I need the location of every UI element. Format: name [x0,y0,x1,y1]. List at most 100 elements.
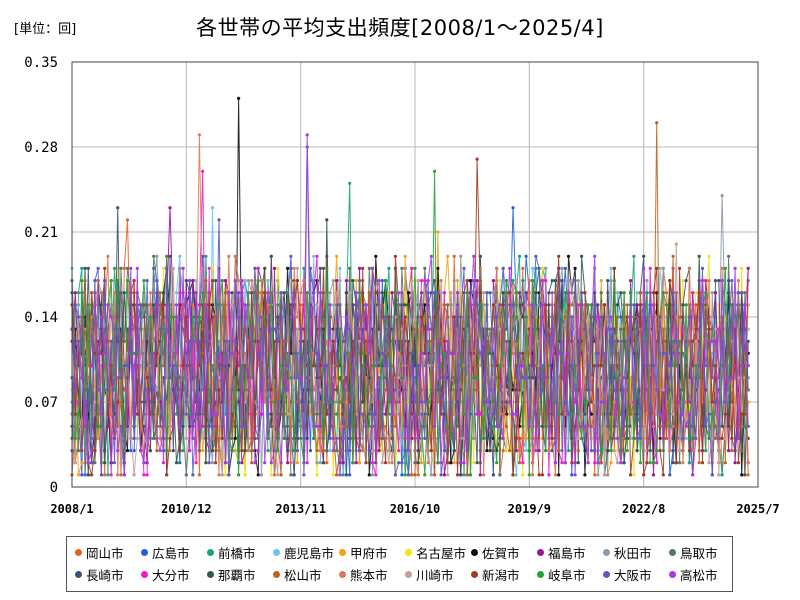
data-point [387,388,391,392]
legend-item: 福島市 [537,543,586,562]
data-point [119,424,123,428]
data-point [635,303,639,307]
data-point [86,388,90,392]
data-point [354,436,358,440]
data-point [370,412,375,416]
data-point [289,412,293,416]
data-point [727,376,731,380]
data-point [429,254,433,258]
data-point [668,449,672,453]
data-point [566,436,571,440]
legend-label: 熊本市 [350,568,388,583]
data-point [181,266,185,270]
data-point [612,266,616,270]
data-point [681,303,685,307]
data-point [370,266,375,270]
data-point [511,291,515,295]
data-point [661,473,665,477]
data-point [491,412,495,416]
data-point [674,461,678,465]
data-point [341,436,345,440]
data-point [204,461,208,465]
data-point [612,339,616,343]
data-point [442,449,446,453]
data-point [550,436,554,440]
data-point [103,279,107,283]
data-point [707,339,711,343]
data-point [540,388,545,392]
data-point [498,364,502,368]
data-point [557,412,561,416]
data-point [380,364,384,368]
legend-label: 大阪市 [614,568,652,583]
data-point [661,449,665,453]
data-point [181,376,185,380]
data-point [743,303,747,307]
data-point [384,315,388,319]
data-point [286,303,290,307]
data-point [374,473,378,477]
x-tick-label: 2016/10 [390,502,441,516]
data-point [462,473,466,477]
data-point [524,303,528,307]
data-point [638,424,643,428]
data-point [106,388,110,392]
data-point [423,436,427,440]
data-point [220,473,224,477]
data-point [223,461,228,465]
data-point [540,473,545,477]
data-point [501,388,505,392]
data-point [704,424,708,428]
data-point [331,473,335,477]
data-point [625,449,629,453]
data-point [214,412,218,416]
data-point [452,376,456,380]
data-point [661,424,665,428]
data-point [455,388,460,392]
data-point [566,254,571,258]
data-point [439,473,443,477]
data-point [204,424,208,428]
legend-item: 高松市 [669,565,718,584]
data-point [364,351,368,355]
data-point [485,449,489,453]
data-point [720,194,724,198]
data-point [678,449,682,453]
data-point [459,388,463,392]
data-point [514,473,518,477]
data-point [125,400,130,404]
legend-marker-icon [339,571,346,578]
data-point [521,279,525,283]
data-point [442,303,446,307]
data-point [511,206,515,210]
data-point [250,388,254,392]
data-point [165,327,169,331]
data-point [599,449,603,453]
legend-marker-icon [537,549,544,556]
data-point [403,388,407,392]
data-point [132,412,136,416]
data-point [380,461,384,465]
data-point [527,424,531,428]
data-point [197,303,201,307]
data-point [184,279,188,283]
data-point [367,424,371,428]
data-point [638,461,643,465]
data-point [632,473,636,477]
data-point [90,449,94,453]
data-point [158,291,162,295]
data-point [593,449,597,453]
data-point [194,291,198,295]
legend-marker-icon [603,549,610,556]
data-point [429,473,433,477]
data-point [125,218,130,222]
data-point [514,339,518,343]
data-point [266,449,270,453]
data-point [544,303,548,307]
data-point [495,266,499,270]
data-point [272,327,277,331]
data-point [485,436,489,440]
data-point [504,327,509,331]
data-point [364,303,368,307]
data-point [308,449,313,453]
